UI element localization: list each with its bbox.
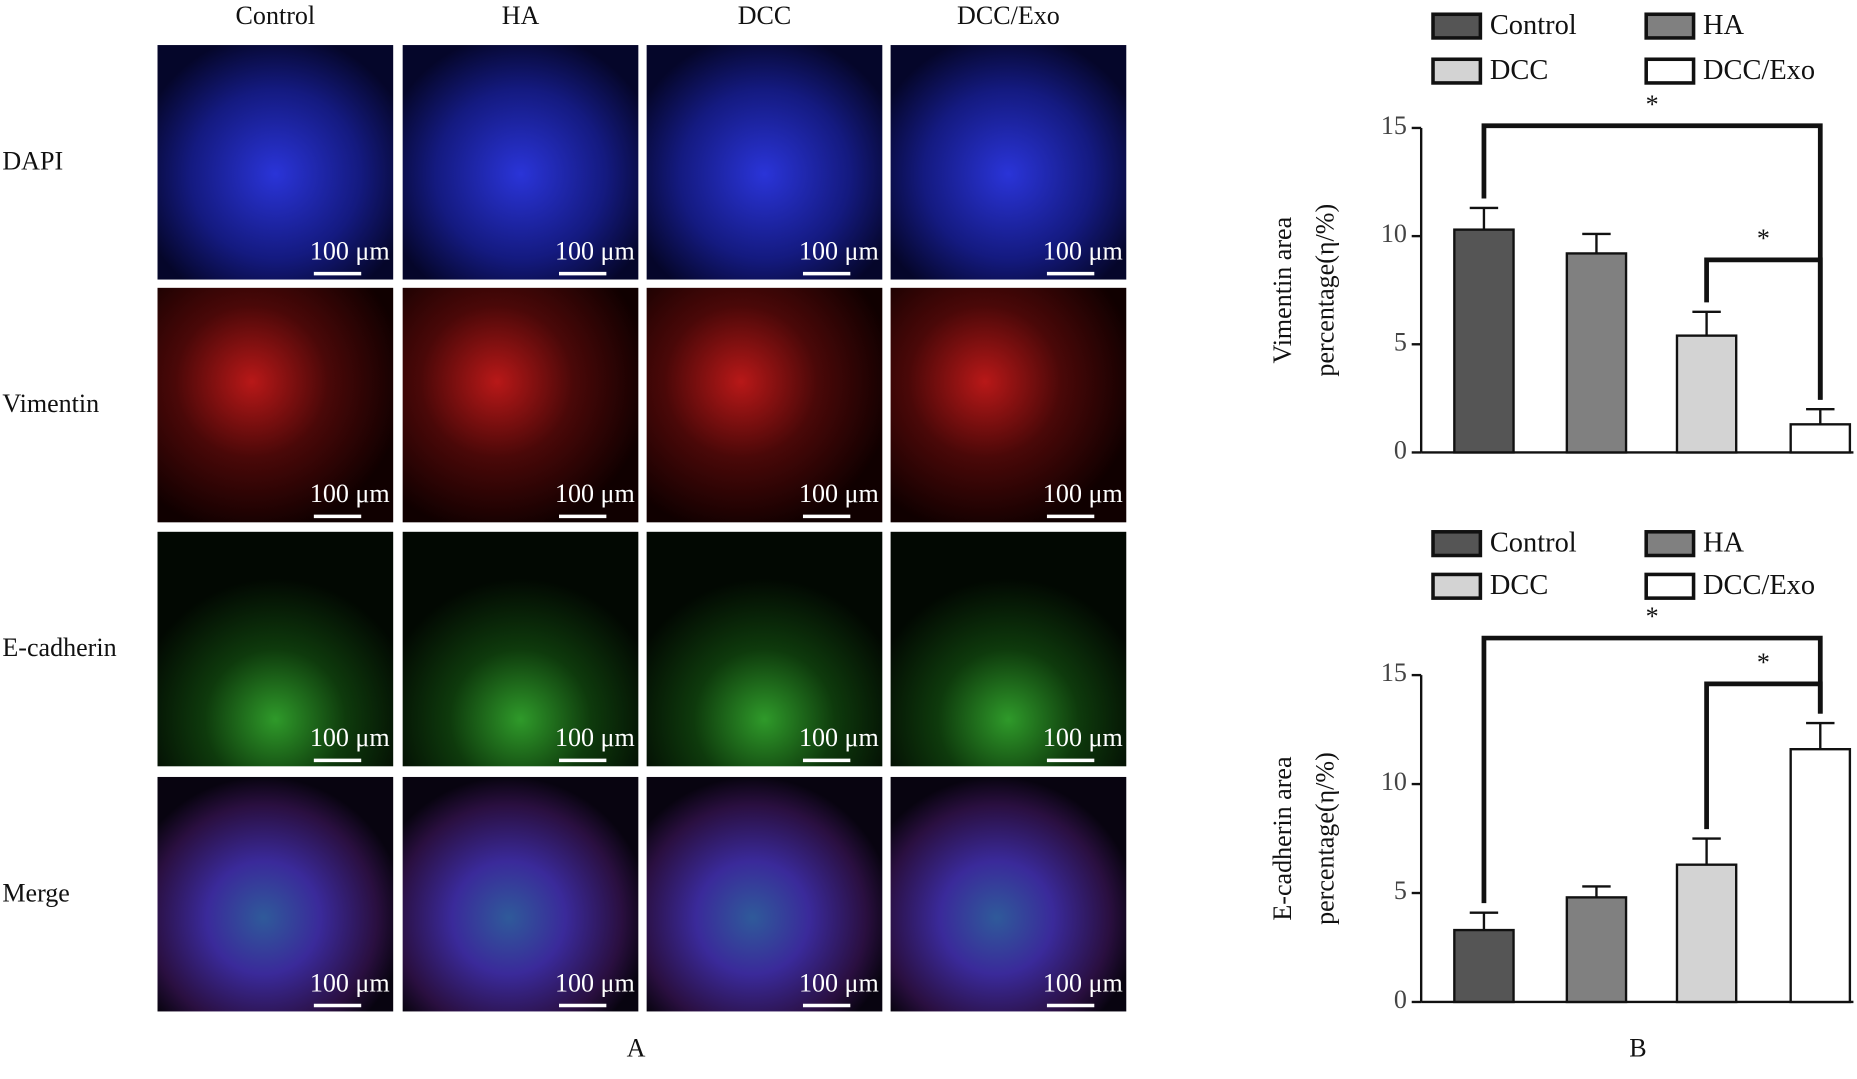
scale-bar-label: 100 μm — [310, 479, 390, 508]
scale-bar-label: 100 μm — [1043, 236, 1123, 265]
micrograph — [890, 531, 1127, 767]
scale-bar-label: 100 μm — [310, 236, 390, 265]
micrograph — [157, 531, 394, 767]
scale-bar-label: 100 μm — [555, 479, 635, 508]
bar — [1453, 228, 1515, 454]
scale-bar-label: 100 μm — [799, 236, 879, 265]
y-axis-label: Vimentin area — [1268, 216, 1297, 363]
micrograph — [646, 776, 883, 1012]
legend-swatch — [1644, 57, 1696, 85]
legend-swatch — [1431, 12, 1483, 40]
legend-label: DCC/Exo — [1703, 55, 1815, 86]
micrograph — [157, 287, 394, 523]
micrograph — [890, 45, 1127, 280]
bar — [1675, 334, 1738, 454]
significance-label: * — [1646, 90, 1659, 119]
legend-label: HA — [1703, 527, 1745, 558]
bar — [1789, 748, 1852, 1004]
column-label: DCC — [738, 1, 792, 30]
significance-label: * — [1757, 224, 1770, 253]
micrograph — [890, 287, 1127, 523]
legend-swatch — [1644, 12, 1696, 40]
micrograph — [646, 531, 883, 767]
legend-swatch — [1431, 530, 1483, 558]
legend-swatch — [1431, 572, 1483, 600]
scale-bar-label: 100 μm — [799, 968, 879, 997]
micrograph — [157, 45, 394, 280]
bar — [1565, 896, 1628, 1004]
legend-swatch — [1644, 530, 1696, 558]
legend-swatch — [1431, 57, 1483, 85]
bar — [1789, 423, 1852, 454]
significance-bracket — [1704, 681, 1823, 830]
scale-bar-label: 100 μm — [799, 723, 879, 752]
panel-label: A — [627, 1034, 646, 1063]
y-axis-label: E-cadherin area — [1268, 756, 1297, 921]
scale-bar-label: 100 μm — [1043, 723, 1123, 752]
y-tick-label: 10 — [1381, 219, 1407, 248]
column-label: Control — [236, 1, 316, 30]
y-tick-label: 15 — [1381, 111, 1407, 140]
column-label: DCC/Exo — [957, 1, 1060, 30]
scale-bar-label: 100 μm — [310, 968, 390, 997]
scale-bar-label: 100 μm — [555, 723, 635, 752]
column-label: HA — [502, 1, 540, 30]
micrograph — [402, 531, 639, 767]
legend-label: HA — [1703, 10, 1745, 41]
significance-label: * — [1757, 648, 1770, 677]
micrograph — [157, 776, 394, 1012]
scale-bar-label: 100 μm — [310, 723, 390, 752]
row-label: E-cadherin — [2, 633, 116, 662]
legend-label: Control — [1490, 10, 1577, 41]
significance-bracket — [1481, 635, 1823, 904]
legend-label: Control — [1490, 527, 1577, 558]
scale-bar-label: 100 μm — [1043, 479, 1123, 508]
significance-label: * — [1646, 602, 1659, 631]
y-axis-label: percentage(η/%) — [1311, 204, 1340, 377]
legend-label: DCC — [1490, 570, 1548, 601]
micrograph — [402, 45, 639, 280]
legend-label: DCC — [1490, 55, 1548, 86]
scale-bar-label: 100 μm — [555, 968, 635, 997]
scale-bar-label: 100 μm — [799, 479, 879, 508]
row-label: Merge — [2, 878, 70, 907]
row-label: DAPI — [2, 146, 63, 175]
micrograph — [402, 287, 639, 523]
bar — [1565, 252, 1628, 454]
y-tick-label: 10 — [1381, 767, 1407, 796]
y-tick-label: 5 — [1394, 327, 1407, 356]
significance-bracket — [1704, 257, 1823, 400]
micrograph — [646, 45, 883, 280]
y-tick-label: 0 — [1394, 985, 1407, 1014]
scale-bar-label: 100 μm — [1043, 968, 1123, 997]
y-tick-label: 5 — [1394, 876, 1407, 905]
legend-label: DCC/Exo — [1703, 570, 1815, 601]
micrograph — [646, 287, 883, 523]
micrograph — [402, 776, 639, 1012]
significance-bracket — [1481, 123, 1823, 400]
scale-bar-label: 100 μm — [555, 236, 635, 265]
y-tick-label: 15 — [1381, 658, 1407, 687]
row-label: Vimentin — [2, 389, 99, 418]
panel-label: B — [1629, 1034, 1646, 1063]
legend-swatch — [1644, 572, 1696, 600]
bar — [1675, 863, 1738, 1004]
bar — [1453, 928, 1515, 1004]
micrograph — [890, 776, 1127, 1012]
y-tick-label: 0 — [1394, 435, 1407, 464]
y-axis-label: percentage(η/%) — [1311, 752, 1340, 925]
